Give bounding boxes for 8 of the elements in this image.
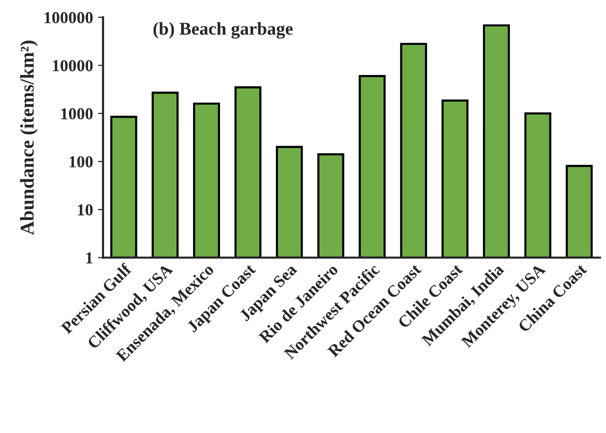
y-tick-label: 1000 bbox=[61, 108, 93, 120]
y-axis-title: Abundance (items/km²) bbox=[20, 40, 38, 235]
y-tick-label: 100000 bbox=[44, 12, 93, 24]
y-tick-label: 1 bbox=[86, 252, 92, 264]
y-tick-label: 10000 bbox=[52, 60, 93, 72]
y-tick-label: 100 bbox=[70, 156, 93, 168]
chart-title: (b) Beach garbage bbox=[154, 22, 293, 39]
y-tick-label: 10 bbox=[78, 204, 93, 216]
